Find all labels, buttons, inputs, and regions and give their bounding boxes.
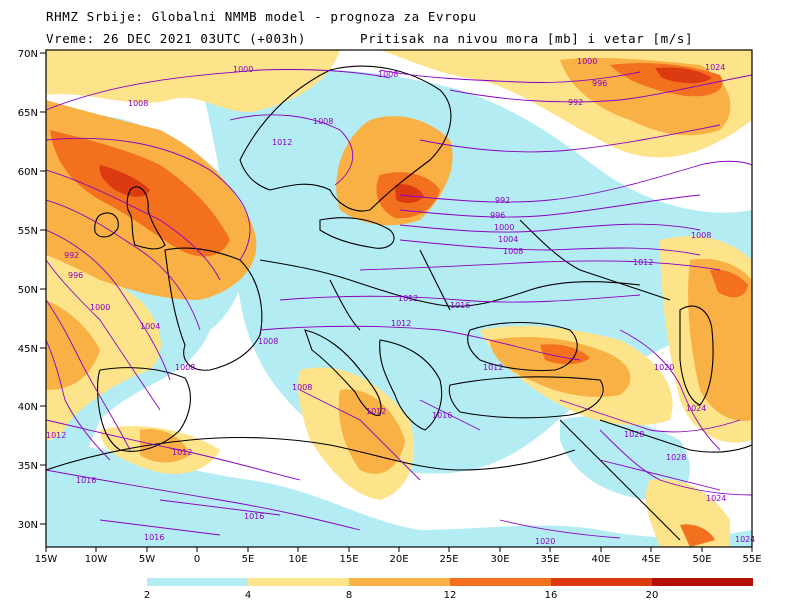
legend-swatch-8-12 — [349, 578, 450, 586]
isobar-label: 1012 — [391, 319, 411, 328]
isobar-label: 1000 — [90, 303, 110, 312]
isobar-label: 1016 — [244, 512, 264, 521]
isobar-label: 1012 — [398, 294, 418, 303]
isobar-label: 1008 — [128, 99, 148, 108]
legend-tick: 20 — [646, 590, 659, 600]
lat-label: 70N — [18, 49, 38, 60]
legend-swatch-20-plus — [652, 578, 753, 586]
latitude-axis: 70N 65N 60N 55N 50N 45N 40N 35N 30N — [18, 49, 46, 531]
lat-label: 65N — [18, 108, 38, 119]
wind-speed-legend: 2 4 8 12 16 20 — [144, 578, 753, 600]
isobar-label: 1012 — [633, 258, 653, 267]
legend-swatch-12-16 — [450, 578, 551, 586]
isobar-label: 1008 — [378, 70, 398, 79]
lat-label: 35N — [18, 461, 38, 472]
lon-label: 5W — [139, 554, 155, 565]
lon-label: 30E — [490, 554, 509, 565]
isobar-label: 992 — [64, 251, 79, 260]
isobar-label: 1008 — [175, 363, 195, 372]
legend-tick: 2 — [144, 590, 150, 600]
legend-swatch-2-4 — [147, 578, 248, 586]
lon-label: 15W — [35, 554, 58, 565]
lat-label: 40N — [18, 402, 38, 413]
isobar-label: 1016 — [450, 301, 470, 310]
isobar-label: 1024 — [705, 63, 725, 72]
isobar-label: 1020 — [535, 537, 555, 546]
lon-label: 55E — [742, 554, 761, 565]
isobar-label: 996 — [68, 271, 83, 280]
lon-label: 50E — [692, 554, 711, 565]
isobar-label: 1008 — [292, 383, 312, 392]
isobar-label: 1012 — [366, 407, 386, 416]
isobar-label: 1012 — [172, 448, 192, 457]
isobar-label: 1024 — [735, 535, 755, 544]
isobars — [46, 69, 752, 539]
lon-label: 5E — [242, 554, 255, 565]
legend-tick: 4 — [245, 590, 251, 600]
isobar-label: 1000 — [577, 57, 597, 66]
isobar-label: 992 — [495, 196, 510, 205]
legend-tick: 16 — [545, 590, 558, 600]
forecast-time: Vreme: 26 DEC 2021 03UTC (+003h) — [46, 31, 307, 46]
isobar-label: 1008 — [503, 247, 523, 256]
legend-swatch-16-20 — [551, 578, 652, 586]
lat-label: 60N — [18, 167, 38, 178]
isobar-label: 1004 — [140, 322, 160, 331]
isobar-label: 1012 — [272, 138, 292, 147]
lat-label: 45N — [18, 344, 38, 355]
isobar-labels: 1000 1008 1008 1008 996 992 1000 1024 10… — [46, 57, 755, 546]
map-title: RHMZ Srbije: Globalni NMMB model - progn… — [46, 9, 477, 24]
legend-tick: 12 — [444, 590, 457, 600]
lon-label: 15E — [339, 554, 358, 565]
lon-label: 45E — [641, 554, 660, 565]
isobar-label: 1020 — [654, 363, 674, 372]
lon-label: 0 — [194, 554, 200, 565]
isobar-label: 1028 — [624, 430, 644, 439]
isobar-label: 1008 — [313, 117, 333, 126]
isobar-label: 1016 — [432, 411, 452, 420]
isobar-label: 996 — [490, 211, 505, 220]
isobar-label: 1028 — [666, 453, 686, 462]
isobar-label: 992 — [568, 98, 583, 107]
map-variable-title: Pritisak na nivou mora [mb] i vetar [m/s… — [360, 31, 694, 46]
isobar-label: 1016 — [144, 533, 164, 542]
lon-label: 25E — [439, 554, 458, 565]
isobar-label: 1000 — [494, 223, 514, 232]
isobar-label: 1008 — [691, 231, 711, 240]
isobar-label: 1008 — [258, 337, 278, 346]
isobar-label: 996 — [592, 79, 607, 88]
lat-label: 55N — [18, 226, 38, 237]
isobar-label: 1012 — [483, 363, 503, 372]
isobar-label: 1024 — [686, 404, 706, 413]
lon-label: 40E — [591, 554, 610, 565]
longitude-axis: 15W 10W 5W 0 5E 10E 15E 20E 25E 30E 35E … — [35, 547, 762, 565]
isobar-label: 1000 — [233, 65, 253, 74]
legend-tick: 8 — [346, 590, 352, 600]
isobar-label: 1004 — [498, 235, 518, 244]
lon-label: 20E — [389, 554, 408, 565]
legend-swatch-4-8 — [248, 578, 349, 586]
lon-label: 10W — [85, 554, 108, 565]
isobar-label: 1012 — [46, 431, 66, 440]
lon-label: 35E — [540, 554, 559, 565]
isobar-label: 1024 — [706, 494, 726, 503]
lat-label: 30N — [18, 520, 38, 531]
coastlines — [46, 65, 752, 541]
lon-label: 10E — [288, 554, 307, 565]
isobar-label: 1016 — [76, 476, 96, 485]
wind-field — [46, 50, 752, 547]
lat-label: 50N — [18, 285, 38, 296]
